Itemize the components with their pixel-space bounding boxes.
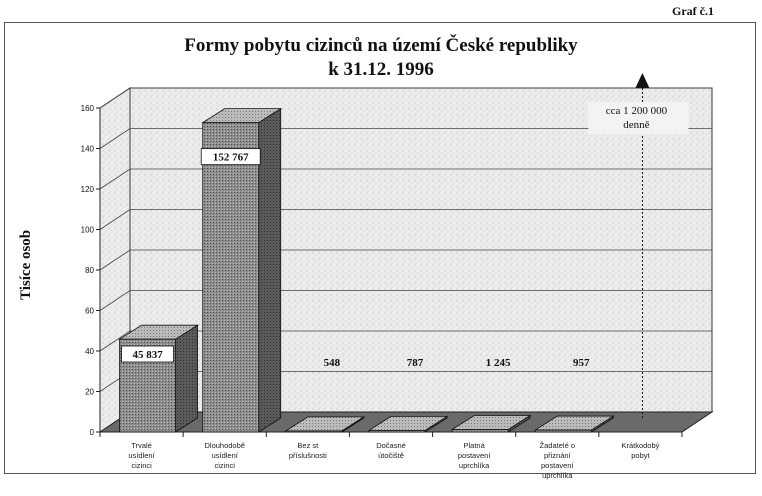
data-label-3: 787 xyxy=(407,357,424,369)
data-label-box-1 xyxy=(200,148,261,166)
data-label-2: 548 xyxy=(324,357,341,369)
data-labels: 45 837 152 767 548 787 1 245 957 cca 1 200 000… xyxy=(121,73,689,418)
x-category-label: usídlení xyxy=(212,451,239,460)
y-tick-label: 80 xyxy=(85,266,94,275)
annotation-bg xyxy=(588,102,689,134)
chart-title-line-2: k 31.12. 1996 xyxy=(328,59,434,80)
chart-title: Formy pobytu cizinců na území České repu… xyxy=(0,34,762,82)
y-tick-label: 160 xyxy=(81,104,95,113)
annotation-text-line: cca 1 200 000 xyxy=(606,105,668,117)
data-label-1: 152 767 xyxy=(213,152,249,164)
x-category-label: příslušnosti xyxy=(289,451,327,460)
x-category-label: postavení xyxy=(541,461,574,470)
x-category-label: Dočasné xyxy=(376,441,406,450)
x-category-label: Trvalé xyxy=(131,441,152,450)
bar-4 xyxy=(451,429,509,433)
y-tick-label: 40 xyxy=(85,347,94,356)
x-category-label: Žadatelé o xyxy=(540,441,575,450)
chart-title-line-1: Formy pobytu cizinců na území České repu… xyxy=(184,35,578,56)
x-category-label: cizinci xyxy=(215,461,236,470)
x-category-label: pobyt xyxy=(631,451,650,460)
x-category-label: uprchlíka xyxy=(542,471,573,480)
data-label-box-0 xyxy=(121,345,174,363)
x-category-label: přiznání xyxy=(544,451,572,460)
gridline-140 xyxy=(99,128,712,149)
grid-lines xyxy=(99,87,712,392)
y-tick-label: 140 xyxy=(81,145,95,154)
x-category-label: Bez st xyxy=(297,441,319,450)
bars xyxy=(118,107,615,433)
annotation-arrow xyxy=(635,73,650,88)
y-axis: 0 20 40 60 80 100 120 140 160 xyxy=(81,104,101,437)
x-axis-labels: TrvaléusídlenícizinciDlouhodoběusídleníc… xyxy=(128,441,659,480)
gridline-120 xyxy=(99,168,712,190)
y-tick-label: 100 xyxy=(81,226,95,235)
y-tick-label: 20 xyxy=(85,388,94,397)
bar-2 xyxy=(285,430,343,433)
y-tick-label: 60 xyxy=(85,307,94,316)
bar-side-1 xyxy=(258,107,282,433)
bar-side-0 xyxy=(175,324,198,433)
data-label-5: 957 xyxy=(573,357,590,369)
gridline-100 xyxy=(99,209,712,230)
data-label-0: 45 837 xyxy=(132,349,163,361)
x-category-label: Platná xyxy=(464,441,486,450)
x-category-label: uprchlíka xyxy=(459,461,490,470)
graph-number-label: Graf č.1 xyxy=(672,4,714,18)
annotation-text-line: denně xyxy=(623,119,649,131)
y-tick-label: 120 xyxy=(81,185,95,194)
x-category-label: Dlouhodobě xyxy=(204,441,244,450)
gridline-160 xyxy=(99,87,712,109)
bar-1 xyxy=(202,122,260,433)
x-category-label: cizinci xyxy=(131,461,152,470)
y-tick-label: 0 xyxy=(90,428,95,437)
x-category-label: postavení xyxy=(458,451,491,460)
gridline-40 xyxy=(99,330,712,352)
data-label-4: 1 245 xyxy=(486,357,511,369)
bar-3 xyxy=(368,430,426,433)
x-category-label: usídlení xyxy=(128,451,155,460)
x-category-label: útočiště xyxy=(378,451,404,460)
x-category-label: Krátkodobý xyxy=(621,441,659,450)
gridline-60 xyxy=(99,290,712,311)
bar-5 xyxy=(534,429,592,433)
gridline-80 xyxy=(99,249,712,271)
